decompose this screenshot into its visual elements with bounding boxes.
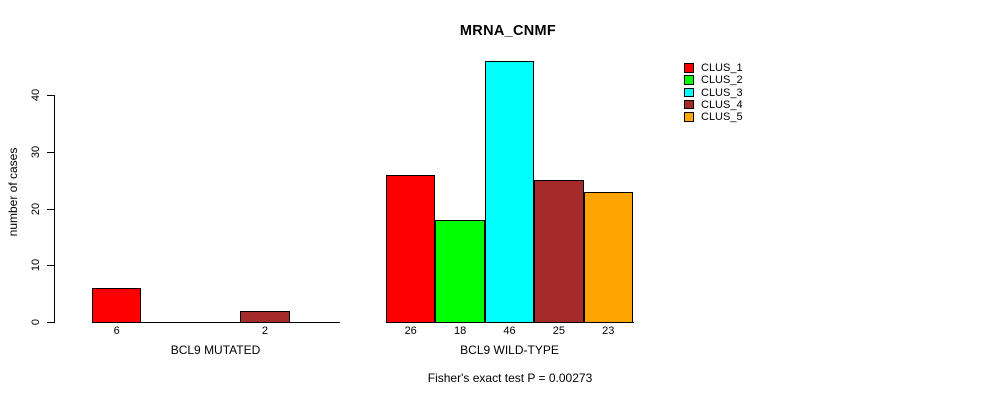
y-axis-line — [54, 95, 55, 323]
y-axis-tick — [47, 322, 54, 323]
y-axis-tick-label: 40 — [30, 89, 42, 102]
legend-label-clus_5: CLUS_5 — [701, 111, 743, 124]
bar-clus_1-1 — [92, 287, 142, 323]
bar-value-label: 23 — [602, 325, 615, 337]
group-baseline — [92, 322, 340, 323]
bar-clus_1-2 — [386, 174, 436, 323]
bar-value-label: 46 — [503, 325, 516, 337]
bar-clus_4-1 — [240, 310, 290, 323]
bar-value-label: 26 — [404, 325, 417, 337]
legend-label-clus_2: CLUS_2 — [701, 74, 743, 87]
legend-label-clus_1: CLUS_1 — [701, 62, 743, 74]
y-axis-tick-label: 20 — [30, 202, 42, 215]
annotation-text: Fisher's exact test P = 0.00273 — [427, 371, 593, 385]
y-axis-title: number of cases — [6, 147, 20, 237]
legend-label-clus_4: CLUS_4 — [701, 98, 743, 111]
legend-swatch-clus_2 — [684, 75, 694, 85]
bar-clus_5-2 — [583, 191, 633, 323]
legend-swatch-clus_4 — [684, 99, 694, 110]
bar-value-label: 18 — [453, 325, 467, 337]
legend-label-clus_3: CLUS_3 — [701, 86, 743, 99]
bar-clus_2-2 — [435, 219, 485, 323]
legend-swatch-clus_3 — [684, 87, 694, 98]
y-axis-tick-label: 0 — [30, 318, 42, 326]
y-axis-tick-label: 10 — [30, 259, 42, 272]
bar-value-label: 6 — [113, 325, 120, 337]
group-label: BCL9 MUTATED — [170, 343, 261, 357]
y-axis-tick — [47, 265, 54, 267]
chart-title: MRNA_CNMF — [459, 23, 557, 39]
bar-value-label: 2 — [261, 325, 268, 337]
y-axis-tick — [47, 151, 54, 153]
y-axis-tick — [47, 208, 54, 210]
bar-value-label: 25 — [552, 325, 566, 337]
bar-clus_4-2 — [534, 180, 584, 323]
bar-clus_3-2 — [484, 61, 535, 323]
legend-swatch-clus_1 — [684, 63, 694, 73]
y-axis-tick — [47, 95, 54, 97]
group-label: BCL9 WILD-TYPE — [460, 343, 559, 357]
legend-swatch-clus_5 — [684, 112, 694, 122]
y-axis-tick-label: 30 — [30, 145, 42, 159]
